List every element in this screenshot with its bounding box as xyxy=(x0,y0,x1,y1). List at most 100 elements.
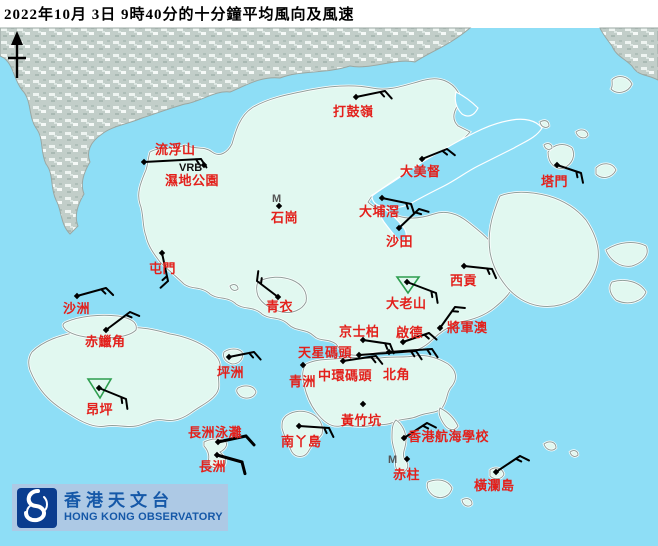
station-ngong-ping: 昂坪 xyxy=(86,378,129,417)
station-green-island: 青洲 xyxy=(289,361,316,389)
coastline xyxy=(569,450,579,457)
wind-barb xyxy=(105,311,141,331)
station-dot xyxy=(339,357,347,365)
station-label: 大美督 xyxy=(400,164,441,179)
station-dot xyxy=(225,353,233,361)
wind-barb xyxy=(216,434,256,447)
station-label: 南丫島 xyxy=(281,434,322,449)
station-dot xyxy=(553,161,561,169)
station-shek-kong: M 石崗 xyxy=(270,193,298,225)
station-kai-tak: 啟德 xyxy=(396,325,438,346)
station-dot xyxy=(378,194,386,202)
station-dot xyxy=(213,451,221,459)
wind-barb xyxy=(388,348,439,359)
station-label: 塔門 xyxy=(541,174,568,189)
station-label: 青衣 xyxy=(266,299,293,314)
north-arrow xyxy=(8,31,26,78)
station-north-point: 北角 xyxy=(383,348,439,382)
station-dot xyxy=(359,400,367,408)
station-label: 沙洲 xyxy=(63,301,90,316)
station-label: 大老山 xyxy=(386,296,427,311)
station-label: 北角 xyxy=(383,367,410,382)
station-label: 西貢 xyxy=(450,273,477,288)
coastline xyxy=(281,410,323,457)
station-dot xyxy=(403,278,411,286)
station-label: 石崗 xyxy=(270,210,298,225)
station-ta-kwu-ling: 打鼓嶺 xyxy=(333,90,393,119)
station-status-tag: VRB xyxy=(179,162,202,174)
coastline xyxy=(609,279,647,304)
coastline xyxy=(610,76,633,93)
station-dot xyxy=(352,93,360,101)
station-tap-mun: 塔門 xyxy=(541,161,585,189)
station-label: 啟德 xyxy=(396,325,423,340)
wind-barb xyxy=(398,208,430,229)
station-sha-tin: 沙田 xyxy=(386,208,430,249)
station-status-tag: M xyxy=(272,193,281,205)
station-dot xyxy=(395,224,403,232)
coastline xyxy=(229,284,239,291)
station-cheung-chau: 長洲 xyxy=(199,451,247,476)
station-label: 大埔滘 xyxy=(359,204,400,219)
station-tsing-yi: 青衣 xyxy=(256,270,293,314)
wind-barb xyxy=(228,351,262,361)
page-title: 2022年10月 3日 9時40分的十分鐘平均風向及風速 xyxy=(4,7,355,23)
station-dot xyxy=(460,262,468,270)
coastline xyxy=(28,327,221,428)
station-tai-po-kau: 大埔滘 xyxy=(359,194,416,219)
station-dot xyxy=(492,468,500,476)
mainland-area xyxy=(0,27,658,235)
coastline xyxy=(547,144,575,169)
station-label: 天星碼頭 xyxy=(298,345,353,360)
station-label: 坪洲 xyxy=(217,365,244,380)
wind-barb xyxy=(355,90,393,100)
station-label: 打鼓嶺 xyxy=(333,104,374,119)
station-label: 京士柏 xyxy=(339,324,380,339)
wind-barb xyxy=(98,387,129,410)
station-label: 長洲泳灘 xyxy=(188,425,242,440)
station-dot xyxy=(400,434,408,442)
coastline xyxy=(595,163,617,178)
coastline xyxy=(302,355,456,428)
station-label: 橫瀾島 xyxy=(474,478,515,493)
station-waglan-island: 橫瀾島 xyxy=(474,455,530,493)
coastline xyxy=(438,407,459,431)
station-label: 屯門 xyxy=(149,261,176,276)
station-dot xyxy=(399,338,407,346)
coastline xyxy=(426,479,453,499)
station-sha-chau: 沙洲 xyxy=(63,287,115,316)
station-dot xyxy=(385,348,393,356)
station-tseung-kwan-o: 將軍澳 xyxy=(436,306,488,335)
wind-barb xyxy=(298,425,335,438)
wind-barb xyxy=(421,148,456,160)
wind-barb xyxy=(381,197,416,215)
coastline xyxy=(543,143,553,150)
wind-barb xyxy=(256,270,279,298)
station-cheung-chau-beach: 長洲泳灘 xyxy=(188,425,256,447)
station-label: 長洲 xyxy=(199,459,226,474)
land-areas xyxy=(27,75,649,508)
station-lamma-island: 南丫島 xyxy=(281,422,335,449)
coastline xyxy=(223,348,243,365)
coastline xyxy=(391,419,409,473)
station-dot xyxy=(95,384,103,392)
wind-barb xyxy=(159,252,169,289)
station-label: 濕地公園 xyxy=(165,173,219,188)
coastline xyxy=(488,191,599,307)
station-hk-sea-school: 香港航海學校 xyxy=(400,422,489,444)
station-dot xyxy=(274,293,282,301)
station-chek-lap-kok: 赤鱲角 xyxy=(85,311,141,349)
station-dot xyxy=(102,326,110,334)
station-label: 青洲 xyxy=(289,374,316,389)
station-dot xyxy=(418,155,426,163)
station-dot xyxy=(295,422,303,430)
coastline xyxy=(575,129,589,139)
station-tuen-mun: 屯門 xyxy=(149,249,176,289)
wind-barb xyxy=(403,422,437,439)
station-tates-cairn: 大老山 xyxy=(386,276,439,311)
station-dot xyxy=(403,455,411,463)
station-dot xyxy=(299,361,307,369)
coastline xyxy=(539,120,550,128)
